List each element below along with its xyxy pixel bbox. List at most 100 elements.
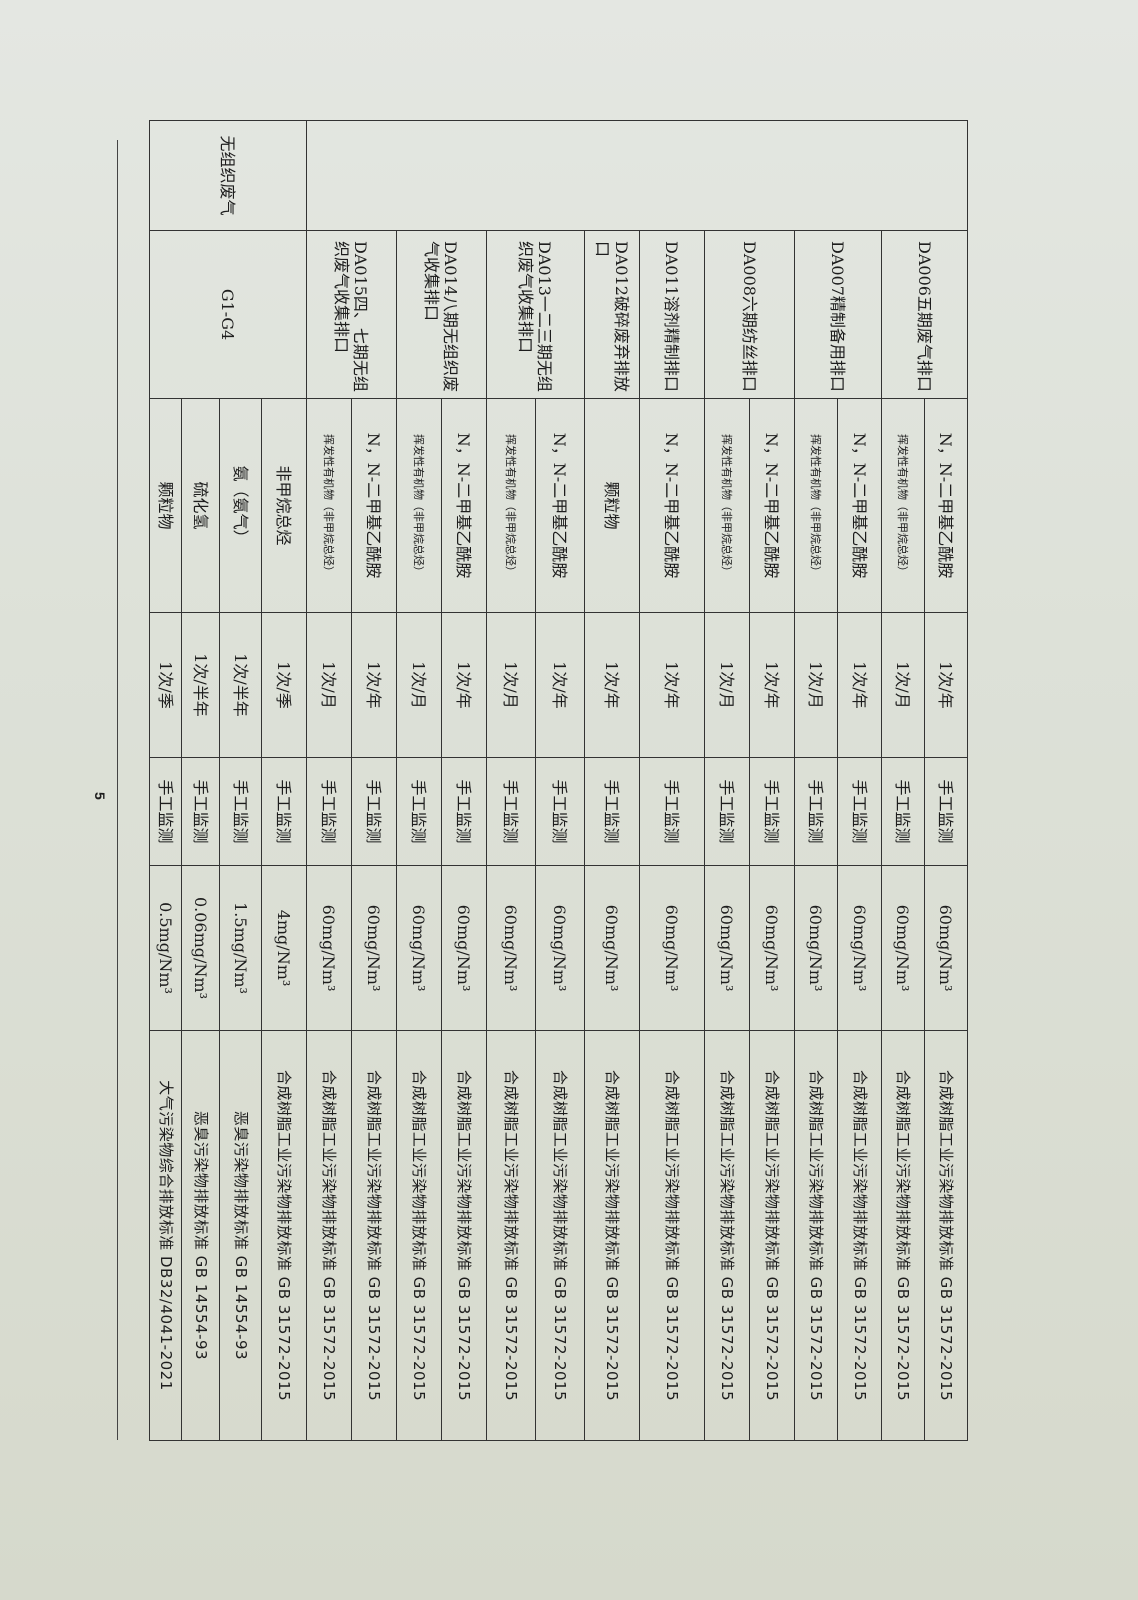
standard-cell: 合成树脂工业污染物排放标准 GB 31572-2015 (639, 1030, 705, 1441)
table-row: DA015四、七期无组织废气收集排口 N，N-二甲基乙酰胺 1次/年 手工监测 60mg… (306, 121, 397, 1441)
limit-cell: 1.5mg/Nm³ (219, 865, 262, 1031)
standard-cell: 合成树脂工业污染物排放标准 GB 31572-2015 (924, 1030, 968, 1441)
pollutant-cell: 挥发性有机物（非甲烷总烃） (486, 398, 536, 613)
limit-cell: 60mg/Nm³ (924, 865, 968, 1031)
outlet-cell: G1-G4 (149, 230, 307, 399)
method-cell: 手工监测 (924, 757, 968, 866)
method-cell: 手工监测 (261, 757, 307, 866)
standard-cell: 合成树脂工业污染物排放标准 GB 31572-2015 (396, 1030, 442, 1441)
standard-cell: 合成树脂工业污染物排放标准 GB 31572-2015 (837, 1030, 882, 1441)
table-row: DA011溶剂精制排口 N，N-二甲基乙酰胺 1次/年 手工监测 60mg/Nm³ 合成树… (639, 121, 705, 1441)
table-row: DA007精制备用排口 N，N-二甲基乙酰胺 1次/年 手工监测 60mg/Nm³ 合成树… (794, 121, 882, 1441)
frequency-cell: 1次/年 (837, 612, 882, 758)
method-cell: 手工监测 (486, 757, 536, 866)
limit-cell: 60mg/Nm³ (794, 865, 838, 1031)
outlet-cell: DA014八期无组织废气收集排口 (396, 230, 487, 399)
limit-cell: 60mg/Nm³ (396, 865, 442, 1031)
method-cell: 手工监测 (306, 757, 352, 866)
standard-cell: 恶臭污染物排放标准 GB 14554-93 (181, 1030, 220, 1441)
category-cell: 无组织废气 (149, 120, 307, 231)
standard-cell: 合成树脂工业污染物排放标准 GB 31572-2015 (306, 1030, 352, 1441)
frequency-cell: 1次/季 (149, 612, 182, 758)
table-row: DA008六期纺丝排口 N，N-二甲基乙酰胺 1次/年 手工监测 60mg/Nm³ 合成树… (704, 121, 795, 1441)
pollutant-cell: N，N-二甲基乙酰胺 (749, 398, 795, 613)
method-cell: 手工监测 (219, 757, 262, 866)
outlet-cell: DA015四、七期无组织废气收集排口 (306, 230, 397, 399)
limit-cell: 0.5mg/Nm³ (149, 865, 182, 1031)
frequency-cell: 1次/月 (396, 612, 442, 758)
limit-cell: 60mg/Nm³ (351, 865, 397, 1031)
method-cell: 手工监测 (794, 757, 838, 866)
pollutant-cell: N，N-二甲基乙酰胺 (639, 398, 705, 613)
pollutant-cell: 挥发性有机物（非甲烷总烃） (306, 398, 352, 613)
frequency-cell: 1次/年 (584, 612, 640, 758)
standard-cell: 合成树脂工业污染物排放标准 GB 31572-2015 (351, 1030, 397, 1441)
limit-cell: 0.06mg/Nm³ (181, 865, 220, 1031)
page-number: 5 (92, 792, 108, 800)
frequency-cell: 1次/年 (351, 612, 397, 758)
standard-cell: 合成树脂工业污染物排放标准 GB 31572-2015 (584, 1030, 640, 1441)
pollutant-cell: 挥发性有机物（非甲烷总烃） (704, 398, 750, 613)
table-row: DA013一二三期无组织废气收集排口 N，N-二甲基乙酰胺 1次/年 手工监测 60mg… (486, 121, 585, 1441)
method-cell: 手工监测 (396, 757, 442, 866)
pollutant-cell: 硫化氢 (181, 398, 220, 613)
standard-cell: 合成树脂工业污染物排放标准 GB 31572-2015 (749, 1030, 795, 1441)
outlet-cell: DA011溶剂精制排口 (639, 230, 705, 399)
pollutant-cell: 氨（氨气） (219, 398, 262, 613)
method-cell: 手工监测 (535, 757, 585, 866)
frequency-cell: 1次/季 (261, 612, 307, 758)
frequency-cell: 1次/年 (639, 612, 705, 758)
method-cell: 手工监测 (639, 757, 705, 866)
table-row: DA014八期无组织废气收集排口 N，N-二甲基乙酰胺 1次/年 手工监测 60mg/N… (396, 121, 487, 1441)
table-row: DA006五期废气排口 N，N-二甲基乙酰胺 1次/年 手工监测 60mg/Nm³ 合成树… (306, 120, 968, 1441)
limit-cell: 60mg/Nm³ (704, 865, 750, 1031)
frequency-cell: 1次/月 (306, 612, 352, 758)
outlet-cell: DA007精制备用排口 (794, 230, 882, 399)
pollutant-cell: N，N-二甲基乙酰胺 (535, 398, 585, 613)
frequency-cell: 1次/月 (704, 612, 750, 758)
method-cell: 手工监测 (704, 757, 750, 866)
method-cell: 手工监测 (181, 757, 220, 866)
standard-cell: 合成树脂工业污染物排放标准 GB 31572-2015 (794, 1030, 838, 1441)
frequency-cell: 1次/年 (924, 612, 968, 758)
category-cell (306, 120, 968, 231)
standard-cell: 合成树脂工业污染物排放标准 GB 31572-2015 (704, 1030, 750, 1441)
pollutant-cell: 挥发性有机物（非甲烷总烃） (881, 398, 925, 613)
pollutant-cell: 颗粒物 (149, 398, 182, 613)
outlet-cell: DA013一二三期无组织废气收集排口 (486, 230, 585, 399)
pollutant-cell: 颗粒物 (584, 398, 640, 613)
table-row: 无组织废气 G1-G4 非甲烷总烃 1次/季 手工监测 4mg/Nm³ 合成树脂工业污染物排… (149, 120, 307, 1441)
table-row: DA012破碎废弃排放口 颗粒物 1次/年 手工监测 60mg/Nm³ 合成树脂工业污染物… (584, 121, 640, 1441)
frequency-cell: 1次/半年 (219, 612, 262, 758)
limit-cell: 60mg/Nm³ (639, 865, 705, 1031)
method-cell: 手工监测 (881, 757, 925, 866)
standard-cell: 合成树脂工业污染物排放标准 GB 31572-2015 (441, 1030, 487, 1441)
method-cell: 手工监测 (584, 757, 640, 866)
footer-rule (117, 140, 118, 1440)
method-cell: 手工监测 (749, 757, 795, 866)
limit-cell: 60mg/Nm³ (584, 865, 640, 1031)
frequency-cell: 1次/年 (749, 612, 795, 758)
rotated-page: DA006五期废气排口 N，N-二甲基乙酰胺 1次/年 手工监测 60mg/Nm³ 合成树… (88, 120, 968, 1441)
limit-cell: 60mg/Nm³ (881, 865, 925, 1031)
monitoring-table: DA006五期废气排口 N，N-二甲基乙酰胺 1次/年 手工监测 60mg/Nm³ 合成树… (149, 120, 968, 1441)
outlet-cell: DA008六期纺丝排口 (704, 230, 795, 399)
pollutant-cell: N，N-二甲基乙酰胺 (837, 398, 882, 613)
limit-cell: 60mg/Nm³ (535, 865, 585, 1031)
method-cell: 手工监测 (441, 757, 487, 866)
frequency-cell: 1次/月 (881, 612, 925, 758)
limit-cell: 60mg/Nm³ (837, 865, 882, 1031)
standard-cell: 合成树脂工业污染物排放标准 GB 31572-2015 (535, 1030, 585, 1441)
frequency-cell: 1次/年 (535, 612, 585, 758)
method-cell: 手工监测 (837, 757, 882, 866)
limit-cell: 60mg/Nm³ (486, 865, 536, 1031)
standard-cell: 大气污染物综合排放标准 DB32/4041-2021 (149, 1030, 182, 1441)
method-cell: 手工监测 (351, 757, 397, 866)
pollutant-cell: 挥发性有机物（非甲烷总烃） (794, 398, 838, 613)
method-cell: 手工监测 (149, 757, 182, 866)
frequency-cell: 1次/年 (441, 612, 487, 758)
outlet-cell: DA012破碎废弃排放口 (584, 230, 640, 399)
pollutant-cell: N，N-二甲基乙酰胺 (351, 398, 397, 613)
pollutant-cell: N，N-二甲基乙酰胺 (441, 398, 487, 613)
limit-cell: 60mg/Nm³ (441, 865, 487, 1031)
